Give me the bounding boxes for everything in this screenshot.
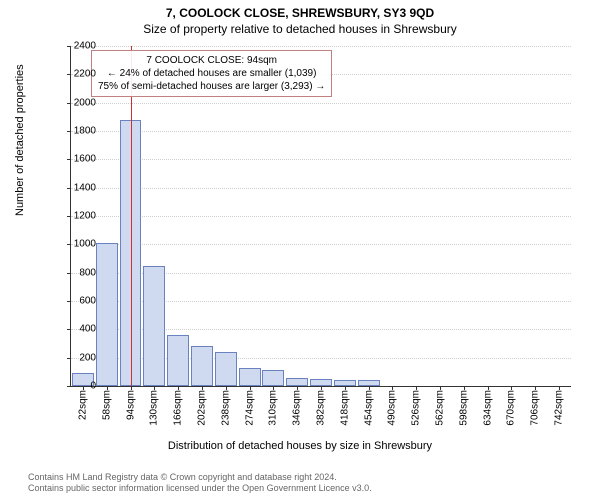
annotation-line-3: 75% of semi-detached houses are larger (… bbox=[98, 80, 325, 93]
xtick-label: 58sqm bbox=[101, 390, 112, 420]
gridline bbox=[71, 244, 571, 245]
xtick-label: 742sqm bbox=[554, 390, 565, 426]
ytick-label: 800 bbox=[79, 267, 96, 278]
x-axis-label: Distribution of detached houses by size … bbox=[0, 440, 600, 452]
xtick-label: 598sqm bbox=[458, 390, 469, 426]
histogram-bar bbox=[191, 346, 213, 386]
xtick-label: 670sqm bbox=[506, 390, 517, 426]
footer-attribution: Contains HM Land Registry data © Crown c… bbox=[28, 472, 372, 495]
histogram-bar bbox=[358, 380, 380, 386]
xtick-label: 346sqm bbox=[292, 390, 303, 426]
ytick-mark bbox=[67, 74, 71, 75]
ytick-label: 200 bbox=[79, 352, 96, 363]
xtick-label: 454sqm bbox=[363, 390, 374, 426]
ytick-mark bbox=[67, 188, 71, 189]
gridline bbox=[71, 188, 571, 189]
ytick-mark bbox=[67, 301, 71, 302]
ytick-mark bbox=[67, 46, 71, 47]
histogram-bar bbox=[239, 368, 261, 386]
plot-area: 22sqm58sqm94sqm130sqm166sqm202sqm238sqm2… bbox=[70, 46, 571, 387]
footer-line-1: Contains HM Land Registry data © Crown c… bbox=[28, 472, 372, 483]
ytick-mark bbox=[67, 273, 71, 274]
ytick-mark bbox=[67, 244, 71, 245]
ytick-label: 600 bbox=[79, 296, 96, 307]
ytick-label: 2200 bbox=[74, 69, 96, 80]
histogram-bar bbox=[167, 335, 189, 386]
ytick-label: 1800 bbox=[74, 126, 96, 137]
footer-line-2: Contains public sector information licen… bbox=[28, 483, 372, 494]
histogram-bar bbox=[215, 352, 237, 386]
xtick-label: 490sqm bbox=[387, 390, 398, 426]
xtick-label: 274sqm bbox=[244, 390, 255, 426]
ytick-mark bbox=[67, 131, 71, 132]
annotation-box: 7 COOLOCK CLOSE: 94sqm ← 24% of detached… bbox=[91, 50, 332, 97]
y-axis-label: Number of detached properties bbox=[14, 64, 26, 216]
gridline bbox=[71, 46, 571, 47]
chart-container: 7, COOLOCK CLOSE, SHREWSBURY, SY3 9QD Si… bbox=[0, 0, 600, 500]
ytick-label: 400 bbox=[79, 324, 96, 335]
ytick-mark bbox=[67, 159, 71, 160]
ytick-label: 2000 bbox=[74, 97, 96, 108]
xtick-label: 706sqm bbox=[530, 390, 541, 426]
ytick-mark bbox=[67, 329, 71, 330]
ytick-label: 2400 bbox=[74, 41, 96, 52]
chart-subtitle: Size of property relative to detached ho… bbox=[0, 20, 600, 36]
xtick-label: 202sqm bbox=[196, 390, 207, 426]
xtick-label: 418sqm bbox=[339, 390, 350, 426]
gridline bbox=[71, 159, 571, 160]
annotation-line-1: 7 COOLOCK CLOSE: 94sqm bbox=[98, 54, 325, 67]
xtick-label: 166sqm bbox=[173, 390, 184, 426]
xtick-label: 634sqm bbox=[482, 390, 493, 426]
ytick-mark bbox=[67, 216, 71, 217]
histogram-bar bbox=[286, 378, 308, 387]
histogram-bar bbox=[334, 380, 356, 386]
xtick-label: 238sqm bbox=[220, 390, 231, 426]
ytick-label: 1200 bbox=[74, 211, 96, 222]
ytick-label: 1600 bbox=[74, 154, 96, 165]
ytick-label: 1000 bbox=[74, 239, 96, 250]
xtick-label: 526sqm bbox=[411, 390, 422, 426]
xtick-label: 310sqm bbox=[268, 390, 279, 426]
ytick-label: 0 bbox=[90, 381, 96, 392]
xtick-label: 382sqm bbox=[316, 390, 327, 426]
xtick-label: 562sqm bbox=[435, 390, 446, 426]
ytick-mark bbox=[67, 103, 71, 104]
xtick-label: 130sqm bbox=[149, 390, 160, 426]
gridline bbox=[71, 131, 571, 132]
histogram-bar bbox=[262, 370, 284, 386]
reference-line bbox=[131, 46, 132, 386]
histogram-bar bbox=[143, 266, 165, 386]
annotation-line-2: ← 24% of detached houses are smaller (1,… bbox=[98, 67, 325, 80]
ytick-mark bbox=[67, 358, 71, 359]
ytick-label: 1400 bbox=[74, 182, 96, 193]
gridline bbox=[71, 216, 571, 217]
xtick-label: 94sqm bbox=[125, 390, 136, 420]
gridline bbox=[71, 103, 571, 104]
address-title: 7, COOLOCK CLOSE, SHREWSBURY, SY3 9QD bbox=[0, 0, 600, 20]
histogram-bar bbox=[310, 379, 332, 386]
histogram-bar bbox=[96, 243, 118, 386]
ytick-mark bbox=[67, 386, 71, 387]
xtick-label: 22sqm bbox=[77, 390, 88, 420]
